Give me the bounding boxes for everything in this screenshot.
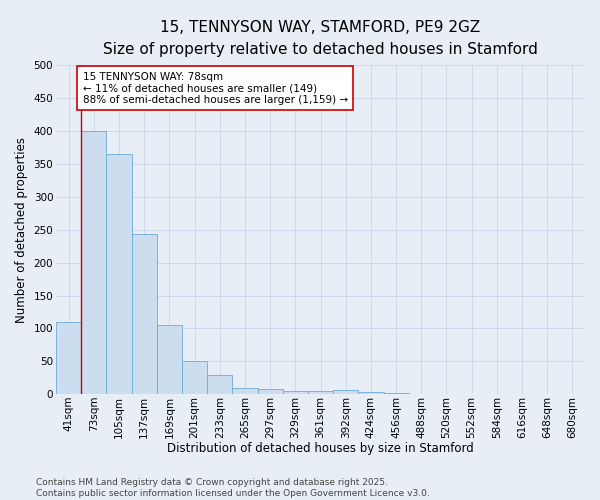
Bar <box>131 234 157 394</box>
Bar <box>207 374 232 394</box>
Bar <box>232 388 257 394</box>
Text: 15 TENNYSON WAY: 78sqm
← 11% of detached houses are smaller (149)
88% of semi-de: 15 TENNYSON WAY: 78sqm ← 11% of detached… <box>83 72 347 105</box>
Bar <box>308 391 333 394</box>
Bar <box>383 393 409 394</box>
Bar <box>358 392 383 394</box>
Y-axis label: Number of detached properties: Number of detached properties <box>15 136 28 322</box>
Title: 15, TENNYSON WAY, STAMFORD, PE9 2GZ
Size of property relative to detached houses: 15, TENNYSON WAY, STAMFORD, PE9 2GZ Size… <box>103 20 538 57</box>
Bar <box>333 390 358 394</box>
Bar <box>257 389 283 394</box>
Bar <box>283 391 308 394</box>
Text: Contains HM Land Registry data © Crown copyright and database right 2025.
Contai: Contains HM Land Registry data © Crown c… <box>36 478 430 498</box>
Bar <box>56 322 81 394</box>
X-axis label: Distribution of detached houses by size in Stamford: Distribution of detached houses by size … <box>167 442 474 455</box>
Bar <box>182 362 207 394</box>
Bar <box>81 131 106 394</box>
Bar <box>106 154 131 394</box>
Bar <box>157 325 182 394</box>
